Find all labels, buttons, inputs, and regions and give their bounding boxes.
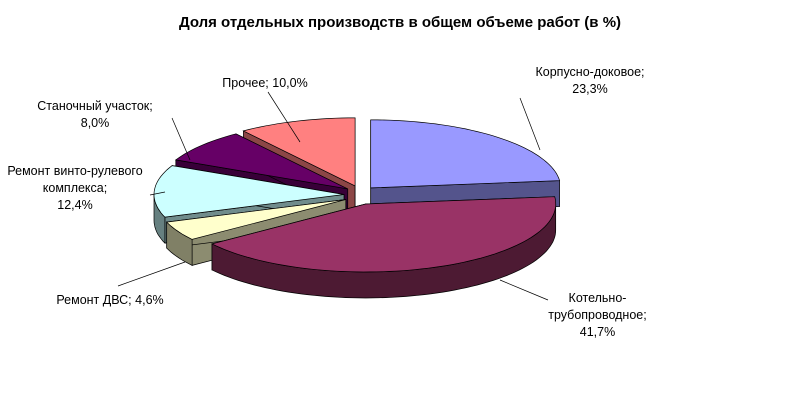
slice bbox=[153, 165, 345, 218]
value-label: 10,0% bbox=[272, 76, 308, 90]
data-label: Станочный участок; 8,0% bbox=[10, 98, 180, 132]
label-separator: ; bbox=[103, 181, 108, 195]
data-label: Прочее; 10,0% bbox=[195, 75, 335, 92]
slice bbox=[174, 133, 348, 190]
slice bbox=[370, 119, 561, 189]
label-separator: ; bbox=[265, 76, 269, 90]
label-separator: ; bbox=[641, 65, 645, 79]
data-label: Ремонт винто-рулевого комплекса; 12,4% bbox=[0, 163, 150, 214]
category-label: Ремонт ДВС bbox=[56, 293, 129, 307]
category-label: Корпусно-доковое bbox=[535, 65, 642, 79]
category-label: Котельно-трубопроводное bbox=[548, 291, 644, 322]
leader-line bbox=[171, 117, 191, 161]
value-label: 23,3% bbox=[572, 82, 608, 96]
data-label: Котельно-трубопроводное; 41,7% bbox=[535, 290, 660, 341]
leader-line bbox=[117, 261, 186, 287]
value-label: 12,4% bbox=[57, 198, 93, 212]
label-separator: ; bbox=[643, 308, 647, 322]
slice bbox=[210, 196, 557, 273]
slice bbox=[242, 117, 356, 187]
leader-line bbox=[149, 191, 166, 196]
value-label: 8,0% bbox=[80, 116, 110, 130]
leader-line bbox=[519, 97, 541, 151]
value-label: 41,7% bbox=[579, 325, 616, 339]
data-label: Корпусно-доковое; 23,3% bbox=[505, 64, 675, 98]
category-label: Ремонт винто-рулевого комплекса bbox=[7, 164, 143, 195]
leader-line bbox=[267, 91, 301, 143]
category-label: Станочный участок bbox=[37, 99, 150, 113]
data-label: Ремонт ДВС; 4,6% bbox=[20, 292, 200, 309]
leader-line bbox=[499, 279, 549, 301]
chart-title: Доля отдельных производств в общем объем… bbox=[178, 14, 622, 31]
slice bbox=[165, 199, 346, 240]
label-separator: ; bbox=[149, 99, 153, 113]
label-separator: ; bbox=[128, 293, 132, 307]
value-label: 4,6% bbox=[135, 293, 164, 307]
category-label: Прочее bbox=[222, 76, 266, 90]
